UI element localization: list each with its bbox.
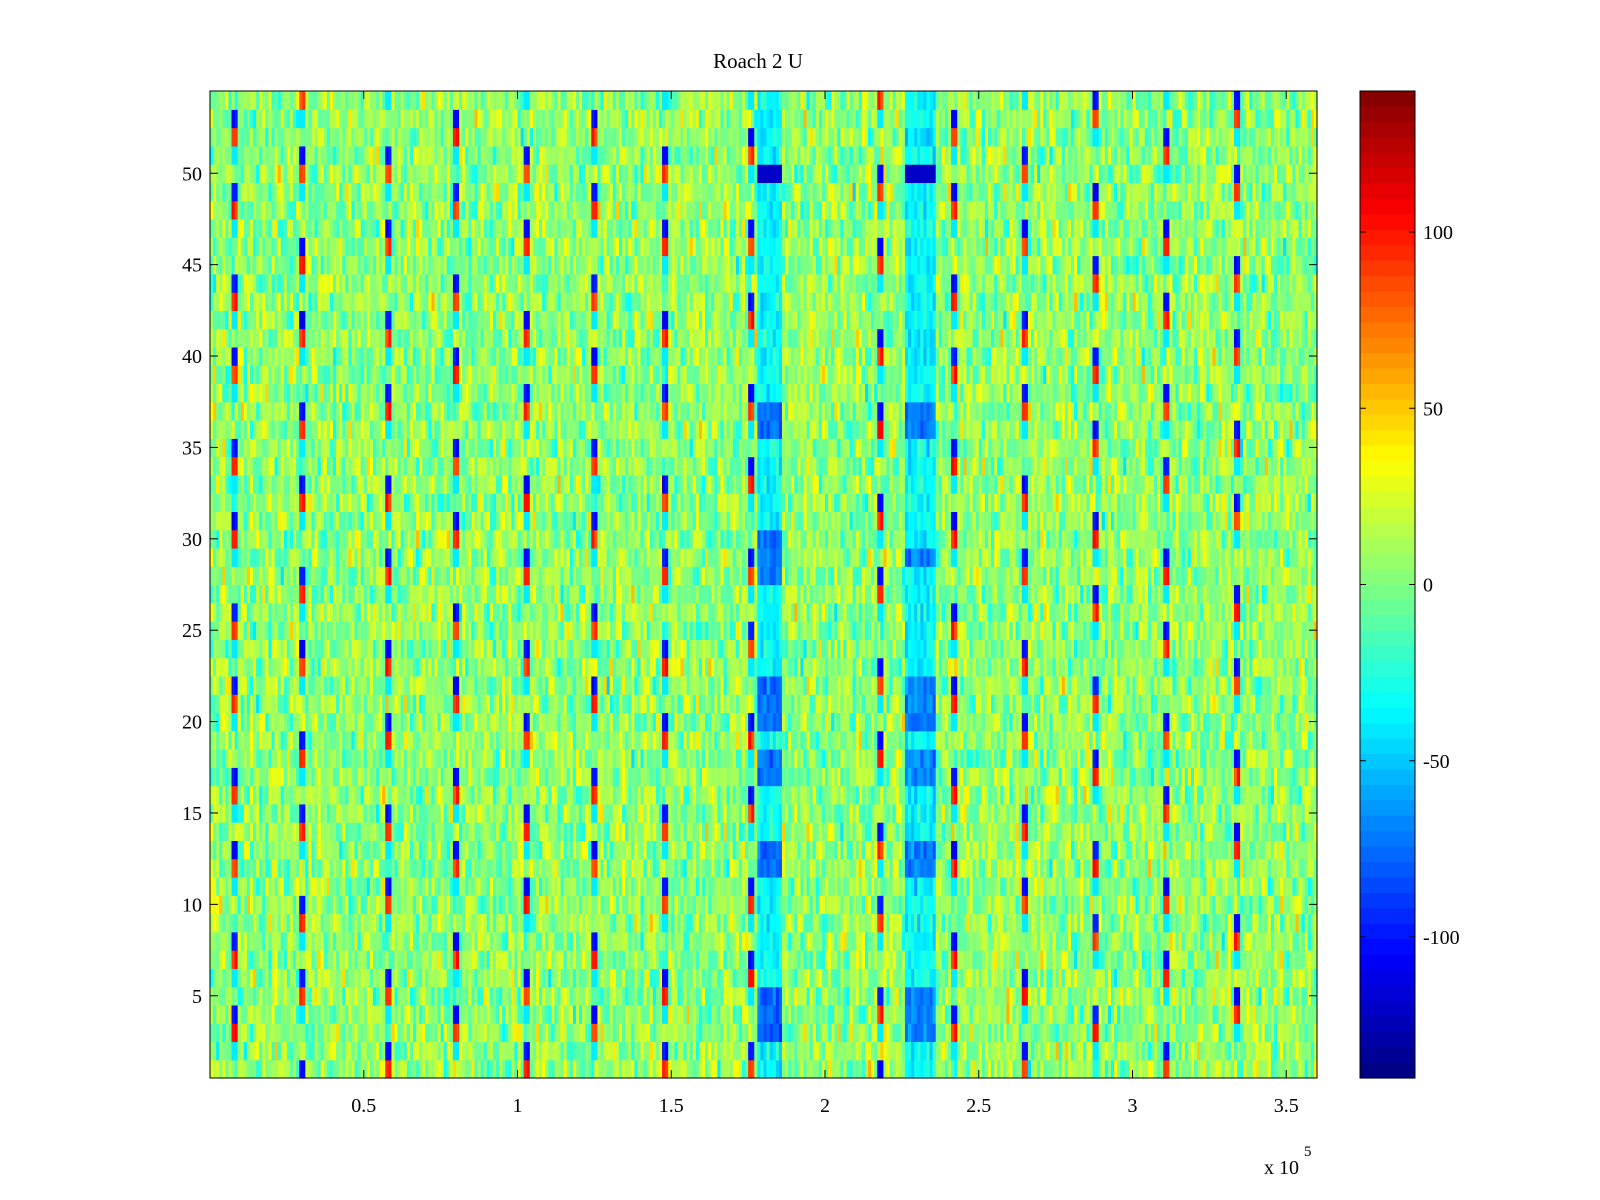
chart-title: Roach 2 U — [713, 49, 803, 73]
figure: Roach 2 U 0.5 1 1.5 2 2.5 3 3.5 51015202530354… — [0, 0, 1600, 1200]
heatmap-plot-area — [210, 91, 1318, 1079]
